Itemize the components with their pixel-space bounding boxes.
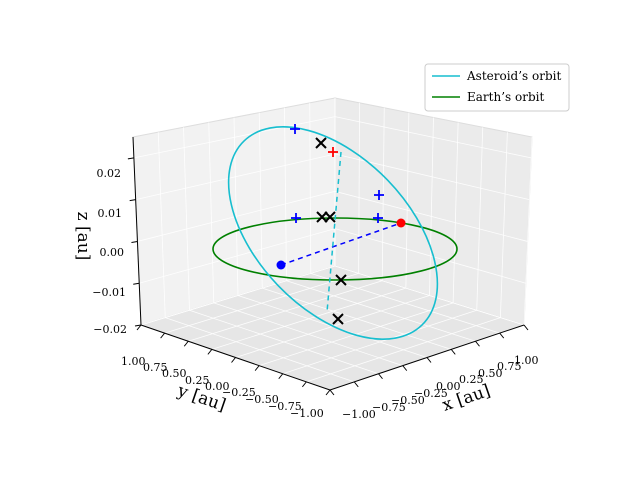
left-wall-grid-line: [157, 132, 166, 318]
right-wall-grid-line: [523, 136, 533, 326]
z-axis-label: z [au]: [73, 212, 93, 261]
x-tick-mark: [426, 357, 432, 363]
left-wall-grid-line: [258, 112, 263, 289]
x-tick-mark: [523, 324, 529, 331]
y-tick-label-5: −0.25: [222, 386, 256, 399]
cross-marker: [324, 211, 336, 223]
y-tick-label-7: −0.75: [268, 400, 302, 413]
z-grid-line: [133, 116, 532, 159]
cross-marker: [335, 274, 347, 286]
plus-marker: [328, 147, 338, 157]
y-tick-mark: [278, 373, 284, 380]
y-tick-mark: [325, 389, 331, 396]
floor-grid-line-a: [306, 317, 501, 383]
y-tick-label-3: 0.25: [185, 374, 210, 387]
y-tick-label-1: 0.75: [143, 361, 168, 374]
z-grid-line: [140, 265, 525, 326]
y-tick-mark: [183, 340, 189, 347]
right-wall-grid-line: [476, 127, 484, 311]
right-wall-grid-line: [429, 117, 434, 296]
z-tick-label-2: 0.00: [100, 246, 125, 259]
z-grid-line: [135, 153, 530, 201]
cross-markers: [315, 137, 347, 325]
z-tick-label-3: 0.01: [98, 207, 123, 220]
plus-marker: [290, 124, 300, 134]
floor-grid-line-a: [259, 302, 454, 367]
x-tick-mark: [353, 381, 359, 388]
y-tick-mark: [301, 381, 307, 388]
legend-earth-label: Earth’s orbit: [467, 90, 544, 104]
x-tick-label-8: 1.00: [514, 354, 539, 367]
legend-box: [424, 63, 570, 112]
x-tick-label-3: −0.25: [414, 387, 448, 400]
y-tick-mark: [207, 349, 213, 355]
plus-marker: [374, 190, 384, 200]
z-tick-mark: [129, 199, 136, 202]
floor-grid-line-b: [286, 280, 476, 342]
z-tick-mark: [134, 324, 142, 327]
z-tick-marks: [127, 157, 142, 327]
earth-asteroid-connector-line: [280, 222, 402, 266]
x-tick-mark: [450, 349, 456, 355]
x-tick-marks: [329, 324, 529, 396]
x-tick-mark: [402, 365, 408, 371]
x-tick-mark: [499, 332, 505, 339]
z-axis-line: [132, 136, 142, 326]
x-tick-mark: [329, 389, 335, 396]
legend-asteroid-label: Asteroid’s orbit: [466, 69, 561, 83]
right-wall-grid-line: [358, 102, 361, 274]
x-tick-label-4: 0.00: [436, 380, 461, 393]
floor-grid-line-b: [310, 272, 500, 334]
legend: Asteroid’s orbit Earth’s orbit: [424, 63, 570, 112]
y-tick-label-0: 1.00: [121, 355, 146, 368]
y-tick-marks: [136, 324, 331, 396]
cross-marker: [332, 313, 344, 325]
left-wall-grid-line: [208, 122, 215, 303]
axis-panes: [132, 97, 533, 391]
z-tick-label-0: −0.02: [93, 323, 127, 336]
right-wall-grid-line: [405, 112, 410, 289]
y-tick-mark: [136, 324, 142, 331]
y-tick-label-4: 0.00: [205, 380, 230, 393]
x-tick-label-2: −0.50: [391, 394, 425, 407]
x-tick-label-1: −0.75: [372, 401, 406, 414]
z-tick-mark: [133, 282, 140, 285]
z-tick-label-1: −0.01: [92, 286, 126, 299]
plus-markers: [290, 124, 384, 223]
y-tick-label-8: −1.00: [290, 407, 324, 420]
asteroid-position-dot: [276, 260, 286, 270]
y-tick-mark: [231, 357, 236, 363]
cross-marker: [315, 137, 327, 149]
left-wall-grid-line: [183, 127, 190, 311]
right-wall-grid-line: [499, 132, 508, 318]
y-tick-mark: [160, 332, 166, 339]
plus-marker: [291, 213, 301, 223]
x-tick-label-7: 0.75: [497, 360, 522, 373]
x-tick-mark: [475, 340, 480, 347]
z-tick-mark: [131, 240, 138, 243]
plus-marker: [373, 213, 383, 223]
floor-grid-line-b: [262, 287, 452, 350]
z-tick-label-4: 0.02: [97, 167, 122, 180]
x-tick-mark: [378, 373, 383, 380]
z-grid-line: [137, 190, 528, 242]
z-tick-mark: [127, 157, 134, 160]
left-wall-grid-line: [284, 107, 287, 281]
x-tick-label-0: −1.00: [342, 408, 376, 421]
x-tick-label-6: 0.50: [478, 367, 503, 380]
right-wall-grid-line: [452, 122, 459, 303]
y-tick-label-2: 0.50: [162, 367, 187, 380]
floor-grid-line-a: [282, 309, 477, 375]
z-axis: −0.02 −0.01 0.00 0.01 0.02 z [au]: [73, 136, 142, 336]
asteroid-orbit-line: [227, 126, 439, 340]
y-tick-mark: [254, 365, 260, 371]
x-tick-label-5: 0.25: [459, 373, 484, 386]
y-tick-label-6: −0.50: [245, 393, 279, 406]
left-wall-grid-line: [233, 117, 239, 296]
earth-position-dot: [396, 218, 406, 228]
